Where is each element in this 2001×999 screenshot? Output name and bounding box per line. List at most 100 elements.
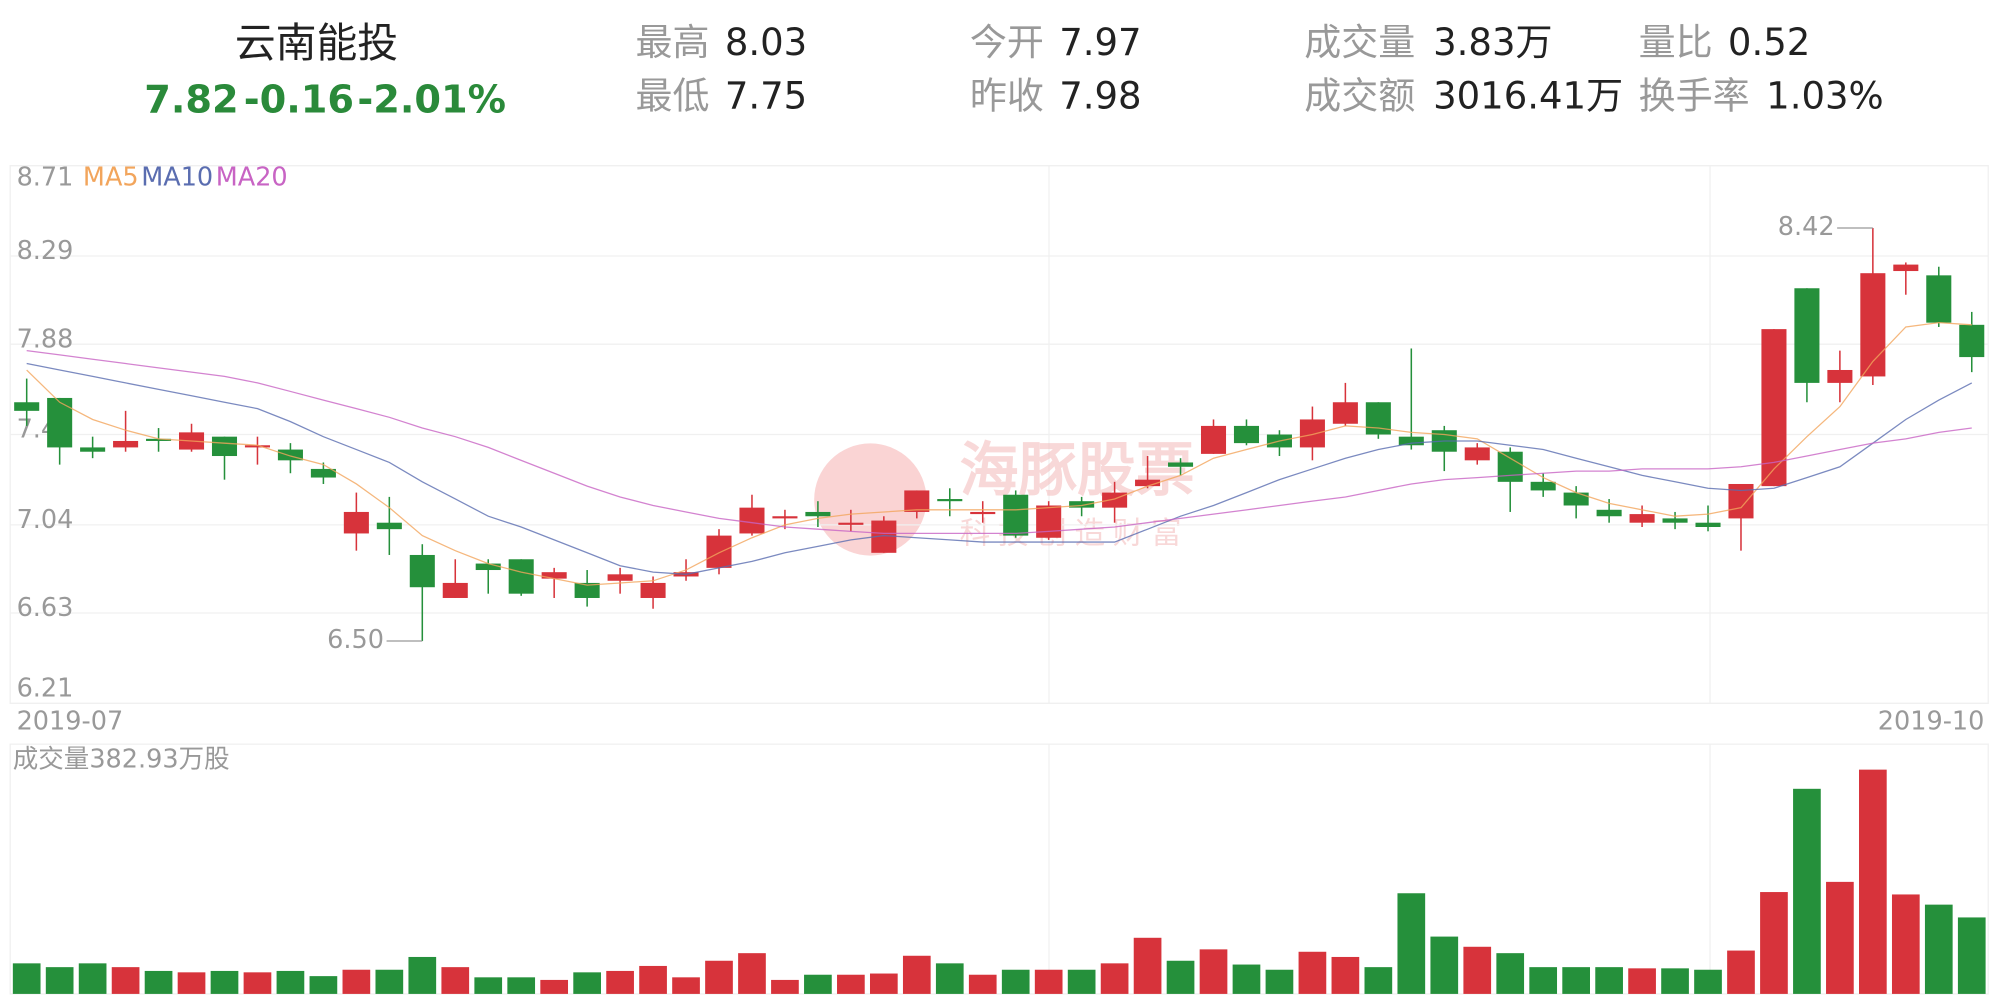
y-tick-label: 6.63: [17, 593, 74, 623]
stat-label: 最低: [636, 75, 710, 118]
candle-body: [1464, 447, 1490, 461]
y-axis: 8.718.297.887.467.046.636.21: [10, 162, 1989, 705]
candle-body: [805, 511, 831, 517]
volume-bar: [441, 967, 470, 994]
candle-body: [1827, 369, 1853, 383]
watermark-title: 海豚股票: [960, 436, 1195, 504]
volume-bar: [1727, 950, 1755, 994]
volume-label: 成交量382.93万股: [13, 745, 230, 775]
volume-bar: [1364, 967, 1393, 994]
volume-bar: [1331, 956, 1360, 994]
volume-bar: [606, 970, 634, 994]
volume-bar: [1924, 904, 1953, 994]
change-pct: -2.01%: [357, 77, 506, 122]
volume-bar: [1496, 953, 1525, 994]
volume-bar: [869, 973, 898, 994]
candle-body: [343, 511, 369, 534]
volume-bar: [177, 972, 206, 994]
candle-body: [1530, 481, 1556, 491]
volume-bar: [1001, 969, 1030, 994]
candle-body: [113, 440, 139, 448]
price: 7.82: [144, 77, 238, 122]
candle-body: [1200, 425, 1227, 454]
volume-bar: [45, 967, 74, 994]
candle-body: [739, 507, 765, 534]
candle-body: [508, 559, 534, 594]
volume-bar: [771, 979, 799, 994]
volume-bar: [1430, 936, 1459, 994]
candle-body: [1662, 518, 1688, 523]
volume-bar: [1067, 969, 1096, 994]
candle-body: [970, 511, 996, 515]
candle-body: [310, 468, 336, 478]
stat-value: 8.03: [725, 21, 807, 64]
candle-body: [1629, 514, 1655, 523]
volume-bar: [144, 970, 173, 994]
volume-bar: [1133, 937, 1162, 994]
volume-bar: [474, 977, 503, 994]
stat-label: 量比: [1639, 21, 1713, 64]
volume-bar: [1793, 788, 1821, 994]
volume-bar: [540, 979, 569, 994]
candle-body: [1860, 273, 1886, 377]
volume-bar: [738, 953, 766, 994]
candle-body: [1398, 436, 1424, 446]
candle-body: [904, 490, 930, 512]
candle-body: [211, 436, 238, 457]
candle-body: [607, 574, 633, 581]
volume-bar: [408, 956, 437, 994]
candle-body: [1563, 492, 1589, 506]
stock-name: 云南能投: [235, 19, 398, 67]
volume-bar: [12, 963, 41, 994]
ma-line: [26, 362, 1973, 575]
stat-label: 成交量: [1304, 21, 1415, 64]
volume-bar: [1760, 892, 1788, 994]
volume-bar: [1859, 769, 1887, 994]
stat-value: 7.98: [1059, 75, 1141, 118]
volume-bar: [1595, 967, 1623, 994]
candle-body: [1135, 479, 1161, 487]
volume-bar: [1957, 917, 1986, 994]
stat-value: 1.03%: [1766, 75, 1884, 118]
volume-bar: [210, 970, 239, 994]
volume-bar: [1397, 893, 1426, 994]
volume-bar: [1265, 969, 1294, 994]
candle-body: [1596, 509, 1622, 517]
volume-bar: [705, 960, 733, 994]
volume-bar: [276, 970, 305, 994]
volume-bar: [1100, 963, 1129, 994]
candle-body: [1233, 425, 1260, 444]
volume-bar: [573, 972, 601, 994]
ma-line: [26, 350, 1972, 535]
volume-bar: [968, 974, 997, 994]
candle-body: [475, 563, 501, 571]
volume-bar: [1694, 969, 1722, 994]
volume-bar: [837, 974, 865, 994]
volume-panel: [9, 743, 1989, 995]
annotation-label: 8.42: [1778, 212, 1835, 242]
candle-body: [937, 499, 963, 502]
volume-bar: [902, 955, 931, 994]
candle-body: [244, 445, 270, 448]
candle-body: [838, 522, 864, 525]
candle-body: [1003, 494, 1029, 536]
candle-body: [1332, 402, 1358, 424]
volume-bar: [935, 963, 964, 994]
volume-bar: [672, 977, 700, 994]
volume-bar: [78, 963, 107, 994]
change: -0.16: [244, 77, 354, 122]
stat-value: 3016.41万: [1433, 75, 1623, 118]
volume-bar: [1232, 964, 1261, 994]
ma-line: [26, 321, 1972, 586]
y-tick-label: 7.04: [17, 505, 74, 535]
volume-bar: [507, 977, 536, 994]
stat-label: 最高: [636, 21, 710, 64]
stat-value: 0.52: [1728, 21, 1810, 64]
candle-body: [1926, 275, 1952, 323]
candle-body: [1299, 419, 1325, 448]
y-tick-label: 7.88: [17, 324, 74, 354]
y-tick-label: 6.21: [17, 673, 74, 703]
volume-bar: [375, 969, 404, 994]
annotation-label: 6.50: [327, 625, 384, 655]
